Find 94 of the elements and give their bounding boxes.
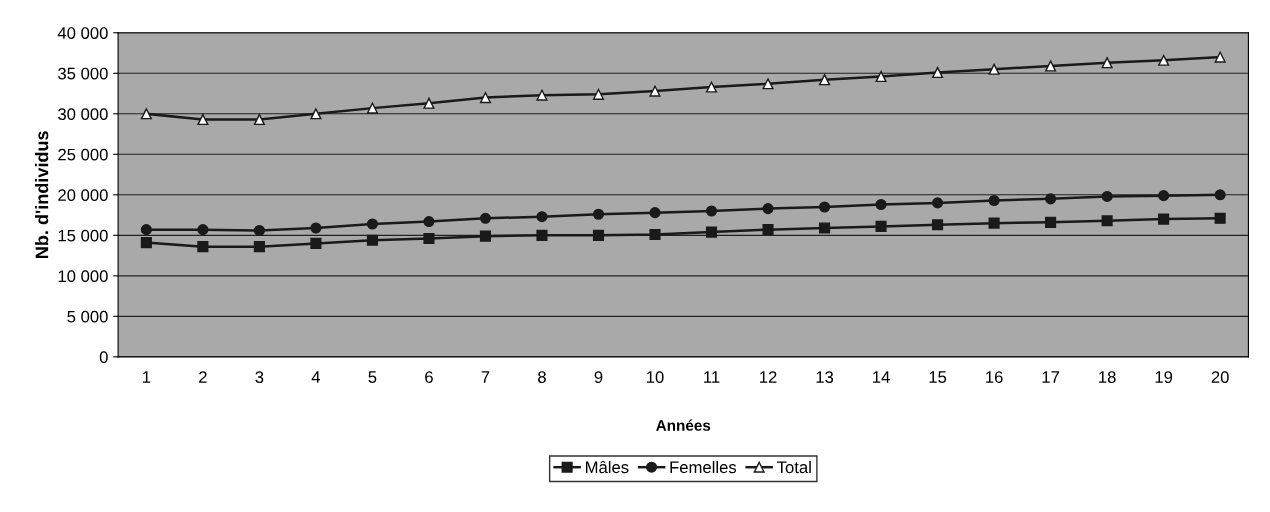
point	[818, 201, 831, 213]
y-tick-label: 20 000	[58, 189, 108, 202]
point	[1158, 54, 1170, 66]
point	[1045, 60, 1057, 72]
point	[1158, 213, 1170, 225]
point	[762, 203, 774, 215]
point	[592, 229, 605, 241]
point	[423, 233, 435, 245]
point	[818, 222, 831, 234]
point	[592, 208, 605, 220]
y-axis-title: Nb. d'individus	[35, 131, 49, 258]
point	[310, 222, 322, 234]
x-tick-label: 11	[704, 371, 720, 383]
point	[310, 237, 322, 249]
x-tick-label: 1	[143, 371, 151, 383]
x-tick-label: 4	[311, 371, 321, 383]
point	[932, 66, 944, 79]
point	[197, 224, 209, 236]
point	[592, 88, 605, 100]
y-tick-label: 40 000	[57, 27, 108, 39]
point	[479, 230, 492, 242]
y-tick-label: 15 000	[58, 229, 108, 242]
point	[875, 198, 887, 211]
point	[536, 89, 548, 101]
legend-label: Femelles	[670, 460, 737, 474]
point	[253, 241, 265, 253]
x-tick-label: 20	[1211, 371, 1229, 383]
point	[366, 102, 378, 114]
point	[253, 113, 265, 126]
x-tick-label: 5	[368, 371, 377, 383]
point	[197, 113, 209, 126]
point	[197, 241, 209, 253]
point	[875, 70, 887, 83]
point	[1214, 51, 1226, 63]
x-tick-label: 12	[760, 371, 777, 383]
legend-label: Mâles	[586, 460, 629, 474]
point	[479, 212, 492, 224]
x-tick-label: 2	[199, 371, 207, 383]
x-tick-label: 10	[647, 371, 664, 383]
point	[1158, 190, 1170, 202]
point	[366, 234, 378, 246]
y-tick-label: 10 000	[58, 270, 108, 283]
point	[988, 217, 1000, 229]
y-tick-label: 25 000	[58, 148, 108, 161]
point	[140, 224, 152, 236]
x-tick-label: 13	[816, 371, 834, 383]
point	[536, 229, 548, 241]
point	[423, 97, 435, 109]
point	[1101, 215, 1113, 227]
point	[932, 197, 944, 209]
x-tick-label: 16	[986, 371, 1003, 383]
point	[1101, 57, 1113, 69]
point	[988, 63, 1000, 75]
x-axis-title: Années	[656, 419, 711, 431]
point	[140, 108, 152, 120]
point	[1045, 193, 1057, 205]
point	[705, 205, 718, 217]
point	[253, 224, 265, 237]
point	[1214, 212, 1226, 224]
point	[762, 224, 774, 236]
x-tick-label: 14	[873, 371, 890, 383]
point	[649, 85, 661, 97]
y-tick-label: 30 000	[58, 108, 108, 120]
x-tick-label: 17	[1042, 371, 1060, 383]
x-tick-label: 8	[538, 371, 546, 383]
point	[1045, 216, 1057, 228]
point	[423, 215, 435, 228]
point	[705, 226, 718, 238]
point	[310, 108, 322, 120]
point	[1214, 189, 1226, 201]
point	[140, 237, 152, 249]
point	[875, 220, 887, 232]
x-tick-label: 18	[1099, 371, 1116, 383]
x-tick-label: 6	[425, 371, 433, 383]
y-tick-label: 0	[99, 351, 108, 364]
x-tick-label: 7	[481, 371, 490, 383]
x-tick-label: 3	[255, 371, 264, 383]
point	[818, 74, 831, 86]
x-tick-label: 9	[594, 371, 603, 383]
point	[649, 228, 661, 241]
x-tick-label: 19	[1155, 371, 1173, 383]
y-tick-label: 5 000	[67, 310, 108, 323]
point	[762, 78, 774, 90]
x-tick-label: 15	[929, 371, 947, 383]
point	[536, 211, 548, 223]
point	[988, 194, 1000, 207]
point	[932, 219, 944, 231]
y-tick-label: 35 000	[58, 67, 108, 80]
point	[366, 218, 378, 230]
point	[649, 207, 661, 219]
point	[1101, 190, 1113, 202]
point	[705, 81, 718, 93]
point	[479, 92, 492, 104]
legend-label: Total	[777, 460, 811, 474]
